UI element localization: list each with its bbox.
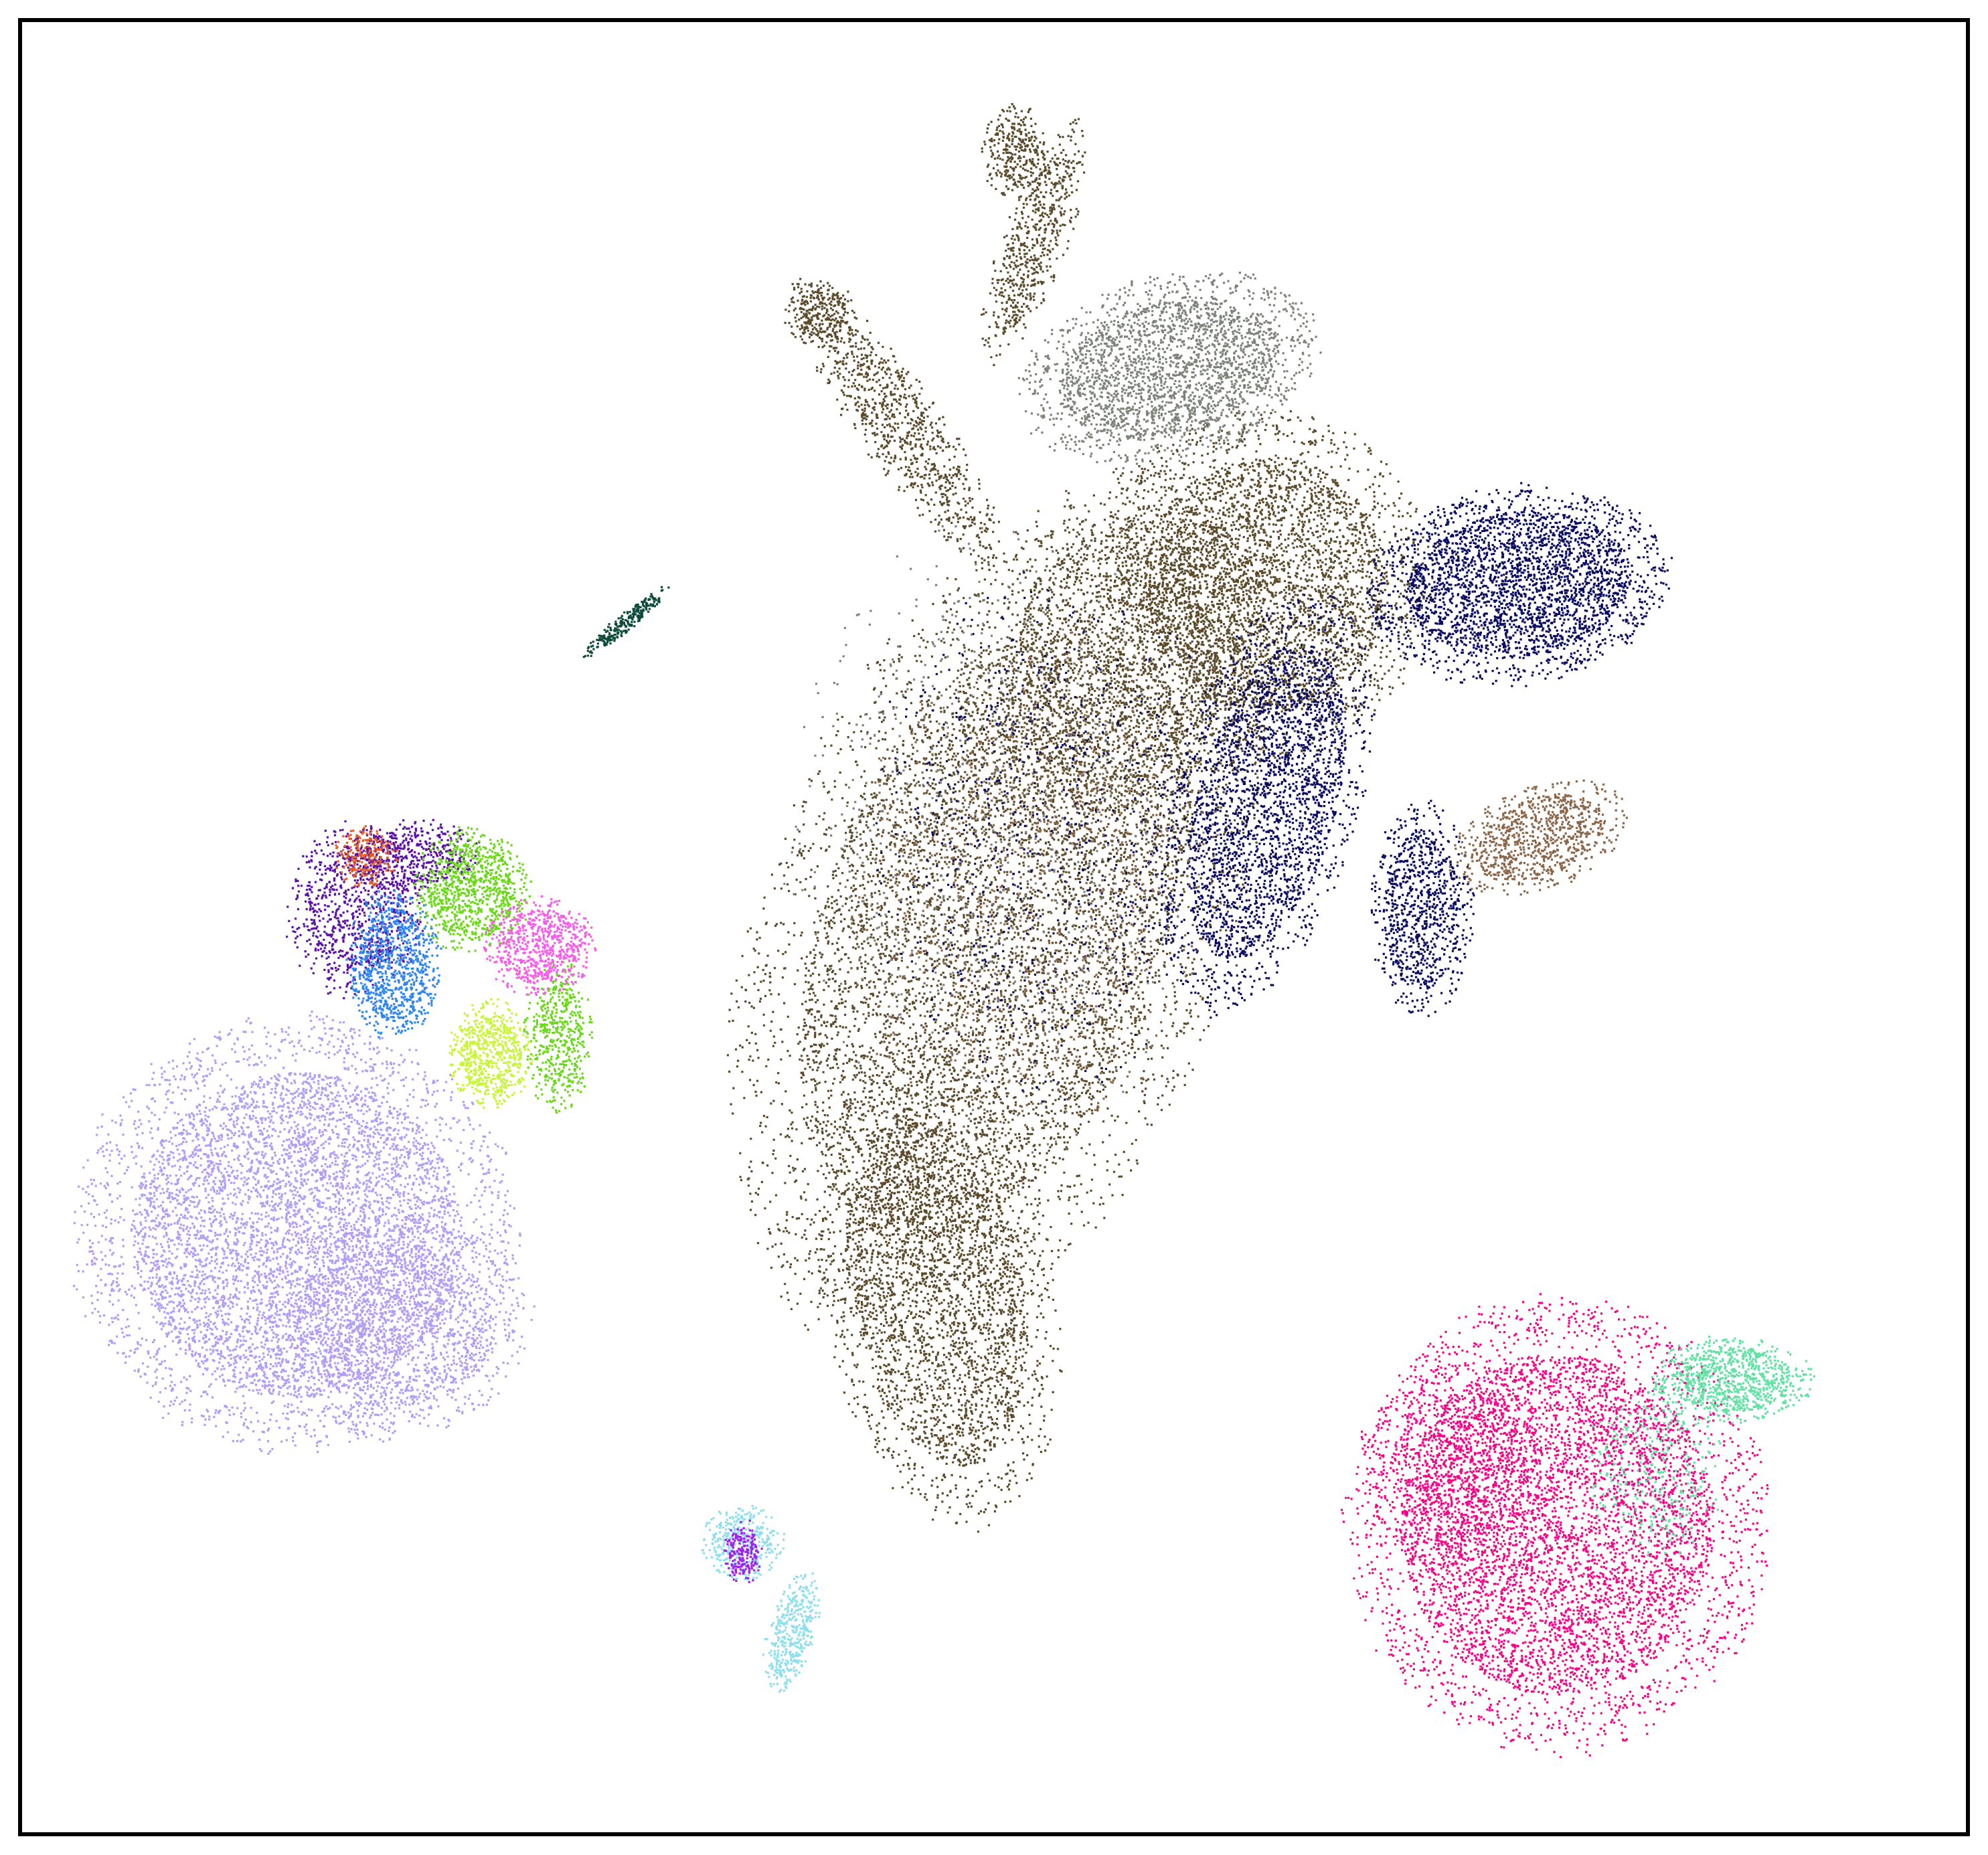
points-purple [286, 818, 481, 1000]
cluster-lime [448, 998, 534, 1109]
points-blue [345, 889, 442, 1039]
points-olive [726, 103, 1434, 1533]
points-orange [335, 825, 398, 887]
cluster-mint [1588, 1336, 1815, 1557]
cluster-orange [335, 825, 398, 887]
points-violet [723, 1519, 763, 1583]
cluster-purple [286, 818, 481, 1000]
cluster-violet [723, 1519, 763, 1583]
points-lavender [73, 1010, 535, 1455]
cluster-olive [726, 103, 1434, 1533]
cluster-green [414, 826, 594, 1114]
points-magenta [483, 895, 597, 996]
cluster-magenta [483, 895, 597, 996]
points-pink [1340, 1293, 1769, 1759]
points-gray [783, 271, 1322, 1172]
cluster-gray [783, 271, 1322, 1172]
points-darkgreen [582, 586, 670, 658]
cluster-blue [345, 889, 442, 1039]
cluster-skyblue [701, 1504, 821, 1693]
points-lime [448, 998, 534, 1109]
cluster-darkgreen [582, 586, 670, 658]
points-skyblue [701, 1504, 821, 1693]
plot-frame [18, 18, 1970, 1836]
points-mint [1588, 1336, 1815, 1557]
cluster-pink [1340, 1293, 1769, 1759]
scatter-points [73, 103, 1815, 1759]
cluster-lavender [73, 1010, 535, 1455]
points-green [414, 826, 594, 1114]
